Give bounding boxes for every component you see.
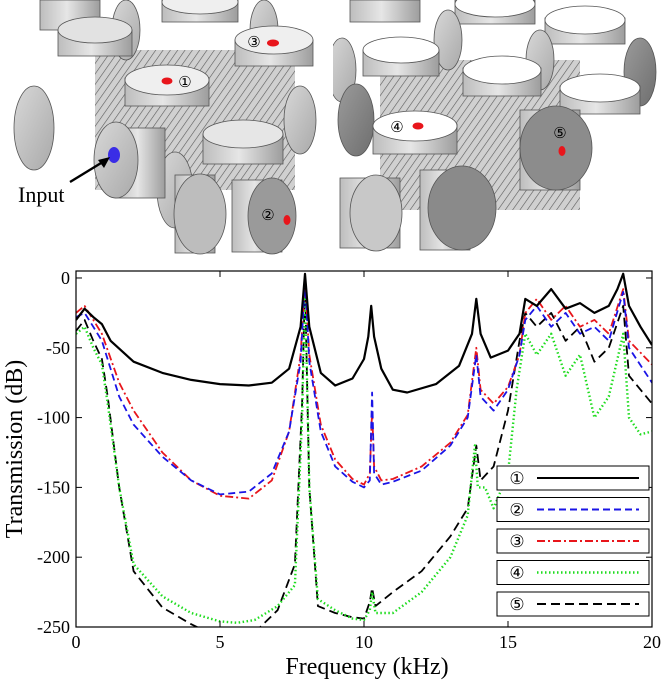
- cylinder: [339, 165, 497, 252]
- x-axis-label: Frequency (kHz): [285, 654, 448, 680]
- sensor-marker-1: [161, 77, 173, 85]
- cylinder: [93, 121, 166, 199]
- legend-label: ⑤: [509, 595, 524, 614]
- panel-divider: [327, 0, 333, 262]
- x-tick-label: 0: [72, 632, 81, 652]
- x-tick-label: 20: [643, 632, 661, 652]
- cylinder: ④: [372, 110, 458, 155]
- structure-render-left: ③ ① ②: [0, 0, 327, 262]
- cylinder: [202, 119, 284, 165]
- series-line-4: [76, 283, 652, 624]
- legend-entry-3: ③: [496, 528, 650, 554]
- point-label-1: ①: [178, 75, 191, 91]
- point-label-5: ⑤: [553, 126, 566, 142]
- series-line-2: [76, 277, 652, 496]
- y-tick-label: -150: [37, 477, 70, 497]
- legend: ① ② ③ ④ ⑤: [496, 465, 650, 617]
- cylinder: [173, 173, 227, 255]
- y-axis-label: Transmission (dB): [2, 360, 28, 538]
- point-label-2: ②: [261, 208, 274, 224]
- x-tick-label: 15: [499, 632, 517, 652]
- point-label-3: ③: [247, 35, 260, 51]
- input-arrow-head: [98, 157, 110, 168]
- cylinder: ⑤: [519, 105, 593, 191]
- cylinder: [161, 0, 239, 23]
- legend-entry-2: ②: [496, 497, 650, 522]
- x-tick-label: 5: [216, 632, 225, 652]
- cylinder: [349, 0, 626, 45]
- legend-entry-5: ⑤: [496, 591, 650, 617]
- sensor-marker-2: [283, 215, 291, 225]
- legend-entry-1: ①: [496, 465, 650, 491]
- y-tick-label: -200: [37, 547, 70, 567]
- y-tick-label: -250: [37, 617, 70, 637]
- input-marker: [108, 147, 120, 163]
- cylinder: ③: [234, 25, 314, 67]
- point-label-4: ④: [390, 120, 403, 136]
- y-tick-label: 0: [61, 268, 70, 288]
- sensor-marker-5: [558, 146, 566, 156]
- cylinder: ②: [231, 177, 297, 255]
- cylinder: ①: [124, 64, 210, 107]
- legend-label: ①: [509, 469, 524, 488]
- legend-label: ②: [509, 501, 524, 520]
- series-line-1: [76, 272, 652, 394]
- y-tick-label: -100: [37, 408, 70, 428]
- cylinder: [57, 16, 133, 57]
- x-tick-label: 10: [355, 632, 373, 652]
- cylinder: [337, 83, 375, 157]
- legend-label: ④: [509, 564, 524, 583]
- sensor-marker-4: [412, 122, 424, 130]
- input-label: Input: [18, 182, 64, 207]
- input-arrow: [69, 158, 107, 184]
- y-tick-label: -50: [46, 338, 70, 358]
- legend-entry-4: ④: [496, 560, 650, 585]
- transmission-chart: 0 5 10 15 20 0 -50 -100 -150 -200 -250 Frequency (…: [2, 268, 661, 680]
- sensor-marker-3: [267, 39, 279, 47]
- plot-marks: [76, 272, 652, 627]
- legend-label: ③: [509, 532, 524, 551]
- series-line-5: [76, 281, 652, 627]
- cylinder: [362, 36, 641, 115]
- structure-render-right: ④ ⑤: [333, 0, 668, 262]
- axis-ticks: 0 5 10 15 20 0 -50 -100 -150 -200 -250: [37, 268, 661, 652]
